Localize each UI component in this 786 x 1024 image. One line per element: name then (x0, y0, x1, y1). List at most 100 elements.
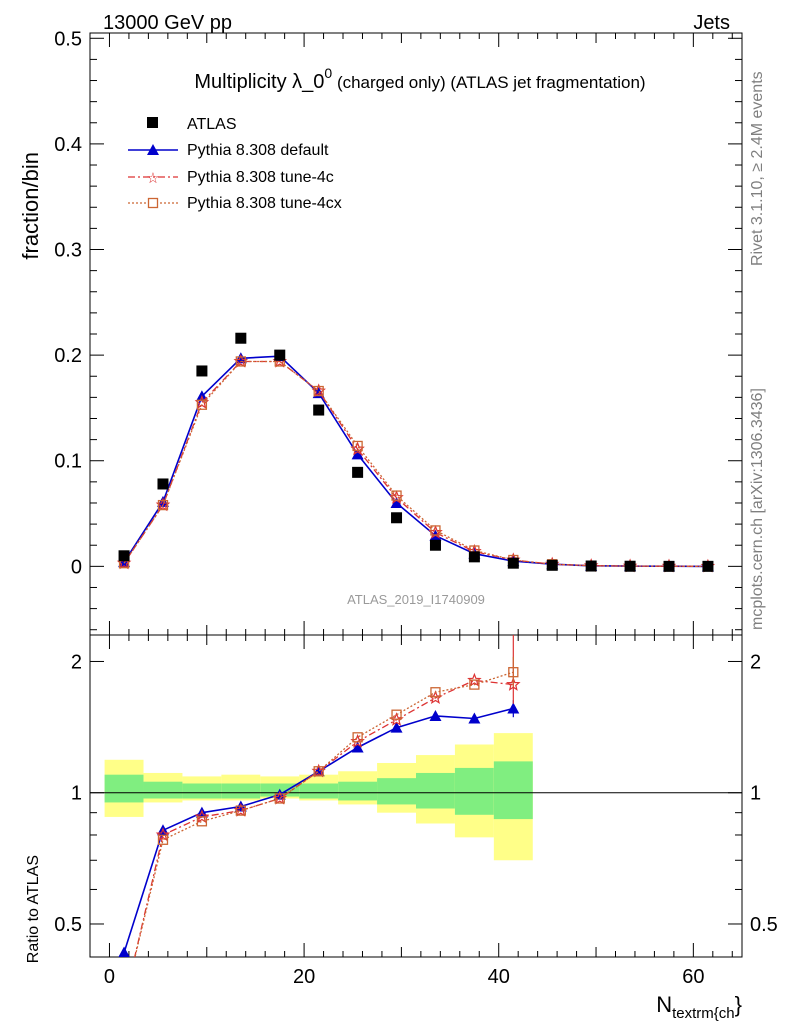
atlas-data-point (196, 365, 208, 377)
uncertainty-band-inner (493, 761, 533, 820)
uncertainty-band-inner (416, 772, 455, 809)
main-series-point-3 (157, 499, 169, 511)
atlas-data-point (624, 560, 636, 572)
main-series-line-2 (123, 360, 708, 568)
main-y-tick-label: 0 (71, 556, 82, 578)
uncertainty-band-inner (221, 783, 261, 799)
ratio-series-point-3 (430, 687, 441, 698)
chart-title-main: Multiplicity λ_0 (194, 71, 324, 93)
atlas-data-point (313, 404, 325, 416)
main-series-line-3 (123, 360, 708, 568)
ratio-series-point-3 (157, 834, 169, 845)
ratio-panel-frame: 0 20 40 60 0.5 0.5 1 1 2 2 (54, 634, 778, 1008)
energy-label: 13000 GeV pp (103, 12, 232, 34)
jets-label: Jets (693, 12, 730, 34)
atlas-data-point (663, 560, 675, 572)
legend-label-tune4cx: Pythia 8.308 tune-4cx (187, 195, 342, 212)
ratio-plot-border (89, 634, 743, 958)
main-y-axis-label: fraction/bin (18, 152, 43, 260)
ratio-series-point-2 (194, 809, 210, 824)
atlas-data-point (546, 559, 558, 571)
atlas-data-point (702, 560, 714, 572)
x-axis-label-sub: textrm{ch (672, 1005, 735, 1022)
main-y-tick-label: 0.3 (54, 240, 82, 262)
ratio-series-point-3 (274, 793, 285, 804)
main-y-tick-label: 0.1 (54, 451, 82, 473)
ratio-series-point-2 (467, 672, 482, 687)
ratio-series-point-1 (468, 712, 481, 724)
ratio-y-tick-label: 1 (71, 783, 82, 805)
atlas-data-point (429, 539, 441, 551)
legend-marker-tune4cx (147, 197, 159, 209)
chart-title: Multiplicity λ_00 (charged only) (ATLAS … (194, 65, 645, 93)
x-tick-label: 20 (293, 966, 315, 988)
legend-marker-default (147, 144, 159, 155)
ratio-y-tick-label-right: 1 (750, 783, 761, 805)
x-axis-label: Ntextrm{ch} (656, 992, 742, 1022)
ratio-series-point-2 (155, 827, 171, 842)
main-panel-frame: 0 0.1 0.2 0.3 0.4 0.5 (54, 28, 743, 636)
main-series-point-3 (352, 440, 363, 452)
ratio-series-line-2 (134, 679, 514, 957)
ratio-series-point-3 (235, 805, 246, 816)
x-tick-label: 60 (682, 966, 704, 988)
rivet-label: Rivet 3.1.10, ≥ 2.4M events (749, 71, 766, 266)
uncertainty-band-inner (454, 767, 494, 815)
main-series-point-1 (351, 448, 364, 460)
x-axis-label-main: N (656, 992, 672, 1017)
uncertainty-band-inner (377, 778, 416, 805)
ratio-series-point-3 (313, 766, 324, 777)
main-series-point-3 (196, 399, 208, 410)
main-series-point-3 (391, 490, 402, 501)
atlas-data-point (157, 478, 169, 490)
x-tick-label: 40 (488, 966, 510, 988)
ratio-series-point-1 (429, 709, 442, 721)
ratio-series-line-3 (134, 671, 514, 957)
ratio-series-point-1 (351, 741, 364, 753)
ratio-y-tick-label-right: 0.5 (750, 914, 778, 936)
ratio-series-point-2 (118, 997, 129, 1008)
legend: ATLAS Pythia 8.308 default ☆ Pythia 8.30… (128, 116, 342, 212)
ratio-series-group (118, 635, 521, 1008)
legend-marker-tune4c: ☆ (146, 170, 159, 187)
main-series-point-3 (313, 385, 324, 397)
chart-title-rest: (charged only) (ATLAS jet fragmentation) (332, 73, 645, 92)
main-series-point-3 (430, 525, 441, 536)
main-y-tick-label: 0.5 (54, 28, 82, 50)
legend-label-default: Pythia 8.308 default (187, 142, 329, 159)
atlas-data-point (468, 551, 480, 563)
mcplots-label: mcplots.cern.ch [arXiv:1306.3436] (749, 388, 766, 630)
ratio-series-point-3 (391, 709, 402, 720)
ratio-series-point-3 (196, 816, 208, 827)
atlas-data-point (274, 349, 286, 361)
main-series-point-1 (234, 352, 247, 364)
ratio-series-point-3 (120, 998, 129, 1007)
uncertainty-band-inner (299, 783, 339, 799)
uncertainty-band-inner (104, 774, 144, 803)
main-y-tick-label: 0.4 (54, 134, 82, 156)
uncertainty-band-inner (143, 781, 183, 799)
ratio-series-point-3 (352, 732, 363, 743)
legend-label-atlas: ATLAS (187, 116, 237, 133)
atlas-data-point (118, 550, 130, 562)
atlas-data-point (352, 466, 364, 478)
legend-marker-atlas (147, 117, 158, 128)
main-series-point-1 (390, 496, 403, 508)
uncertainty-band-inner (182, 783, 222, 799)
main-series-line-1 (123, 355, 708, 568)
chart-title-sup: 0 (324, 65, 332, 81)
ratio-series-point-1 (118, 946, 130, 957)
legend-label-tune4c: Pythia 8.308 tune-4c (187, 169, 334, 186)
x-axis-label-brace: } (735, 992, 742, 1017)
main-y-tick-label: 0.2 (54, 345, 82, 367)
main-series-point-1 (156, 495, 169, 507)
analysis-watermark: ATLAS_2019_I1740909 (347, 592, 485, 607)
x-tick-label: 0 (104, 966, 115, 988)
ratio-series-point-3 (469, 679, 480, 690)
uncertainty-band-inner (338, 781, 378, 801)
atlas-data-point (507, 557, 519, 569)
ratio-y-axis-label: Ratio to ATLAS (25, 855, 42, 963)
main-series-point-3 (235, 356, 246, 367)
ratio-series-point-1 (390, 721, 403, 733)
